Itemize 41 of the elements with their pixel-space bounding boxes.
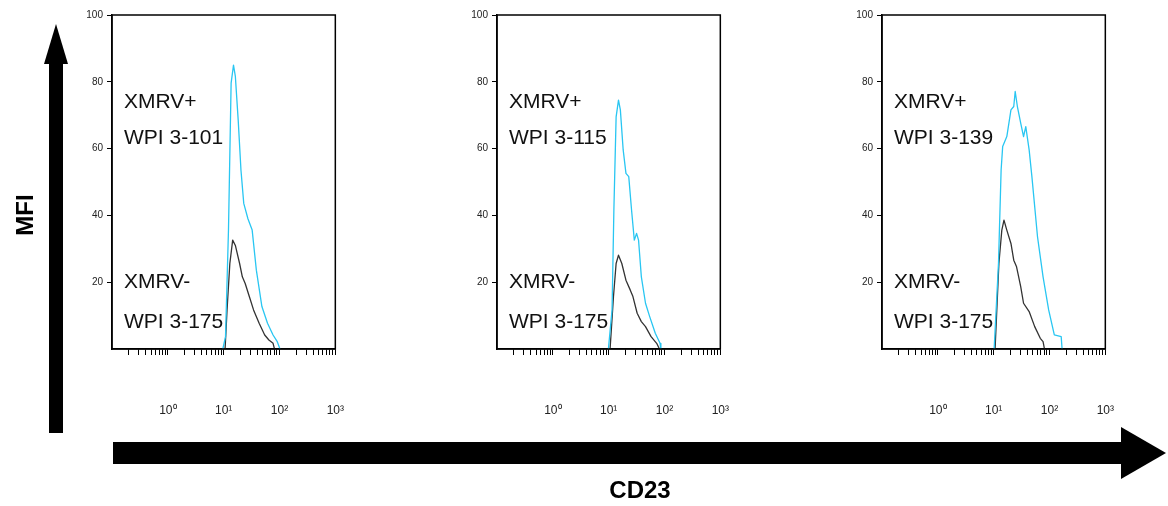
x-tick-label: 10³ [326,402,344,417]
x-tick-label: 10² [270,402,289,417]
y-tick-label: 100 [471,8,489,20]
annotation: XMRV+ [509,88,582,112]
annotation: XMRV+ [894,88,967,112]
y-tick-label: 20 [91,275,104,287]
y-tick-label: 60 [476,142,489,154]
annotation: WPI 3-175 [124,309,224,333]
x-tick-label: 10¹ [214,402,233,417]
x-tick-label: 10¹ [984,402,1003,417]
annotation: WPI 3-175 [509,309,609,333]
x-tick-label: 10⁰ [159,402,177,417]
y-tick-label: 20 [476,275,489,287]
x-tick-label: 10⁰ [929,402,947,417]
y-tick-label: 80 [861,75,874,87]
y-tick-label: 40 [91,209,104,221]
annotation: XMRV- [509,269,576,292]
y-tick-label: 60 [861,142,874,154]
annotation: XMRV- [124,269,191,292]
y-tick-label: 40 [861,209,874,221]
annotation: WPI 3-115 [509,125,607,149]
annotation: WPI 3-101 [124,125,224,149]
y-tick-label: 80 [476,75,489,87]
x-tick-label: 10³ [711,402,729,417]
y-tick-label: 40 [476,209,489,221]
y-tick-label: 60 [91,142,104,154]
annotation: XMRV- [894,269,961,292]
annotation: XMRV+ [124,88,197,112]
x-tick-label: 10² [1040,402,1059,417]
annotation: WPI 3-139 [894,125,994,149]
y-tick-label: 100 [856,8,874,20]
y-axis-title: MFI [11,194,39,236]
y-tick-label: 100 [86,8,104,20]
x-tick-label: 10⁰ [544,402,562,417]
y-tick-label: 20 [861,275,874,287]
x-tick-label: 10² [655,402,674,417]
x-tick-label: 10¹ [599,402,618,417]
x-axis-title: CD23 [609,476,671,504]
y-tick-label: 80 [91,75,104,87]
x-tick-label: 10³ [1096,402,1114,417]
annotation: WPI 3-175 [894,309,994,333]
